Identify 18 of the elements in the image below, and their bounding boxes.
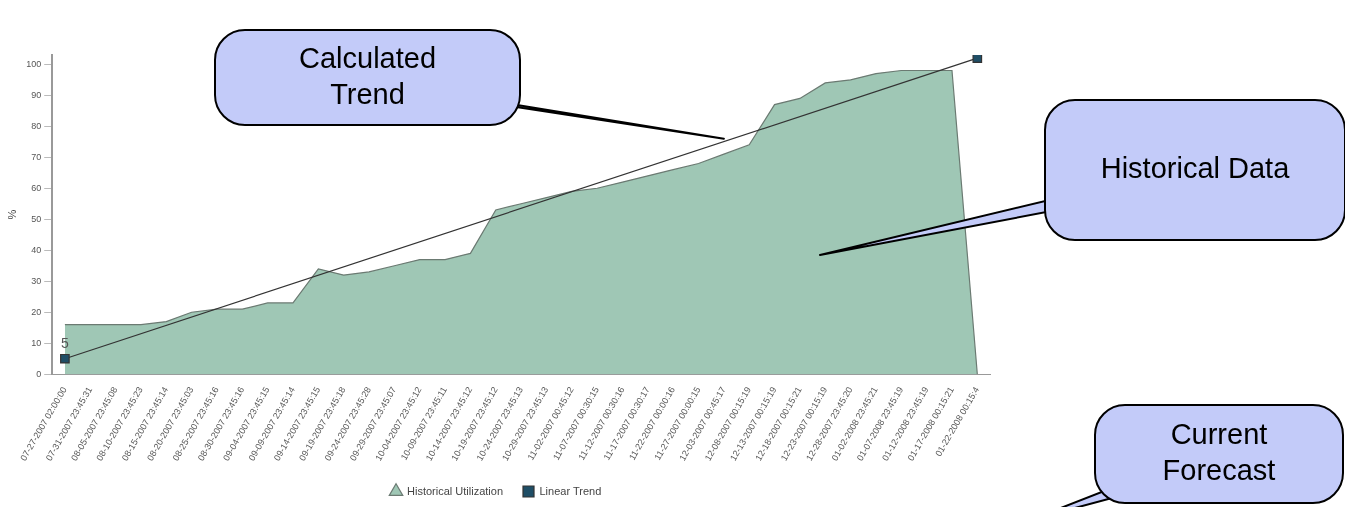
- data-label: 5: [60, 334, 69, 351]
- y-tick-label: 80: [31, 120, 42, 131]
- y-tick-label: 100: [26, 58, 42, 69]
- y-tick-label: 50: [31, 213, 42, 224]
- annotation: Calculated Trend: [298, 41, 437, 110]
- legend-label: Linear Trend: [539, 484, 602, 497]
- y-tick-label: 10: [31, 337, 42, 348]
- y-tick-label: 20: [31, 306, 42, 317]
- y-axis-title: %: [5, 209, 18, 220]
- legend-label: Historical Utilization: [407, 484, 504, 497]
- speech-callout: Calculated Trend: [214, 29, 725, 140]
- y-tick-label: 70: [31, 151, 42, 162]
- y-tick-label: 0: [36, 368, 42, 379]
- speech-callout: Historical Data: [819, 99, 1345, 256]
- y-tick-label: 90: [31, 89, 42, 100]
- y-tick-label: 30: [31, 275, 42, 286]
- y-tick-label: 60: [31, 182, 42, 193]
- y-tick-label: 40: [31, 244, 42, 255]
